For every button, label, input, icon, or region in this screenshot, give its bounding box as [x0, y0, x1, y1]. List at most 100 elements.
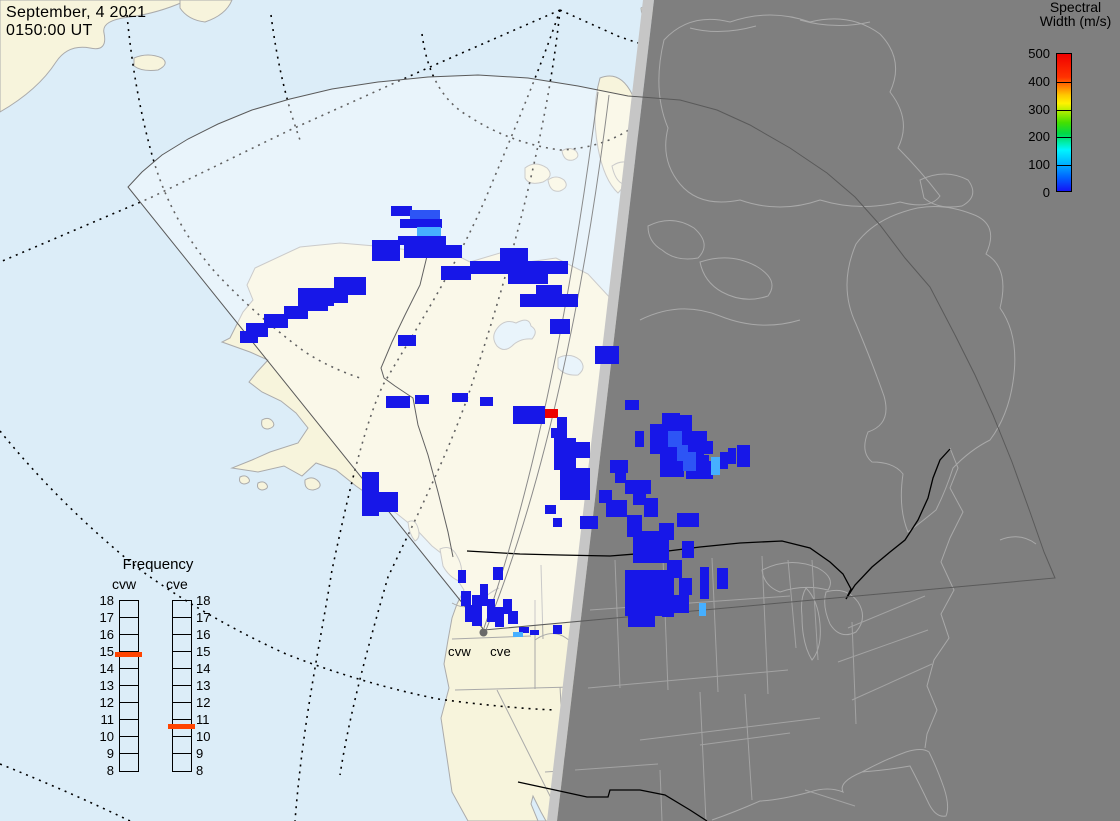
colorbar-divider	[1057, 81, 1071, 83]
frequency-column-label-cve: cve	[166, 576, 188, 592]
radar-echo-cell	[737, 445, 750, 467]
map-path	[589, 595, 791, 611]
frequency-marker-cve	[168, 723, 195, 729]
frequency-cell-divider	[173, 617, 191, 618]
frequency-cell-divider	[173, 753, 191, 754]
radar-echo-cell	[553, 625, 562, 634]
frequency-tick-label: 9	[106, 746, 114, 761]
map-path	[647, 220, 705, 260]
radar-echo-cell	[635, 431, 644, 447]
frequency-cell-divider	[173, 736, 191, 737]
radar-echo-cell	[728, 448, 736, 464]
map-path	[530, 794, 547, 821]
map-path	[659, 769, 663, 821]
twilight-band	[547, 0, 654, 821]
radar-echo-cell	[452, 393, 468, 402]
map-path	[496, 689, 554, 803]
map-path	[540, 564, 544, 640]
frequency-tick-label: 12	[99, 695, 114, 710]
map-path	[493, 319, 536, 350]
radar-echo-cell	[465, 605, 473, 622]
timestamp-time: 0150:00 UT	[6, 22, 93, 39]
map-path	[851, 621, 857, 725]
radar-echo-cell	[458, 570, 466, 583]
frequency-cell-divider	[173, 668, 191, 669]
radar-echo-cell	[503, 599, 512, 614]
frequency-cell-divider	[173, 651, 191, 652]
radar-echo-cell	[410, 210, 440, 219]
frequency-marker-cvw	[115, 652, 142, 658]
map-path	[847, 595, 926, 629]
map-path	[304, 477, 321, 491]
radar-echo-cell	[599, 490, 612, 503]
timestamp-date: September, 4 2021	[6, 4, 147, 21]
map-path	[517, 781, 708, 821]
map-path	[711, 557, 719, 693]
frequency-cell-divider	[120, 753, 138, 754]
map-path	[483, 91, 599, 629]
radar-echo-cell	[417, 227, 441, 236]
frequency-cell-divider	[120, 651, 138, 652]
frequency-tick-label: 10	[99, 729, 114, 744]
radar-echo-cell	[615, 472, 626, 483]
map-path	[0, 0, 184, 113]
frequency-cell-divider	[173, 685, 191, 686]
map-path	[126, 14, 361, 379]
radar-echo-cell	[557, 417, 567, 429]
map-path	[0, 430, 556, 711]
radar-echo-cell	[702, 441, 713, 454]
map-path	[699, 257, 773, 300]
timestamp: September, 4 2021 0150:00 UT	[6, 4, 146, 40]
map-path	[270, 14, 301, 141]
radar-echo-cell	[470, 261, 568, 274]
frequency-legend: Frequency cvw cve 18 18 17 17 16 16 15 15 14 14 13…	[88, 556, 228, 786]
radar-echo-cell	[480, 584, 488, 606]
map-path	[824, 589, 863, 636]
radar-echo-cell	[398, 335, 416, 346]
radar-echo-cell	[536, 285, 562, 295]
map-path	[547, 176, 567, 192]
map-path	[639, 717, 821, 741]
frequency-tick-label: 15	[99, 644, 114, 659]
night-shading	[557, 0, 1120, 821]
frequency-tick-label: 10	[196, 729, 211, 744]
map-path	[744, 693, 753, 801]
map-path	[799, 19, 871, 27]
radar-echo-cell	[513, 632, 523, 637]
radar-echo-cell	[461, 591, 471, 606]
map-path	[811, 559, 819, 661]
map-path	[761, 562, 831, 593]
radar-echo-cell	[545, 409, 558, 418]
frequency-cell-divider	[173, 702, 191, 703]
radar-echo-cell	[572, 442, 590, 458]
radar-echo-cell	[625, 400, 639, 410]
radar-echo-cell	[400, 219, 442, 228]
radar-echo-cell	[551, 428, 567, 438]
frequency-tick-label: 17	[196, 610, 211, 625]
map-path	[559, 9, 661, 51]
radar-echo-cell	[553, 518, 562, 527]
radar-echo-cell	[362, 472, 379, 516]
map-path	[846, 205, 1016, 533]
map-path	[614, 559, 621, 689]
frequency-cell-divider	[120, 685, 138, 686]
fov-outline	[127, 74, 1056, 631]
radar-echo-cell	[717, 568, 728, 589]
frequency-tick-label: 13	[196, 678, 211, 693]
radar-echo-cell	[508, 273, 548, 284]
radar-echo-cell	[580, 516, 598, 529]
map-path	[587, 669, 789, 689]
radar-echo-cell	[545, 505, 556, 514]
frequency-cell-divider	[120, 736, 138, 737]
radar-echo-cell	[677, 513, 699, 527]
map-path	[837, 629, 929, 663]
radar-echo-cell	[595, 346, 619, 364]
frequency-cell-divider	[120, 702, 138, 703]
frequency-cell-divider	[120, 668, 138, 669]
radar-echo-cell	[500, 248, 528, 261]
radar-echo-cell	[610, 460, 628, 473]
map-path	[485, 94, 610, 631]
frequency-tick-label: 16	[99, 627, 114, 642]
